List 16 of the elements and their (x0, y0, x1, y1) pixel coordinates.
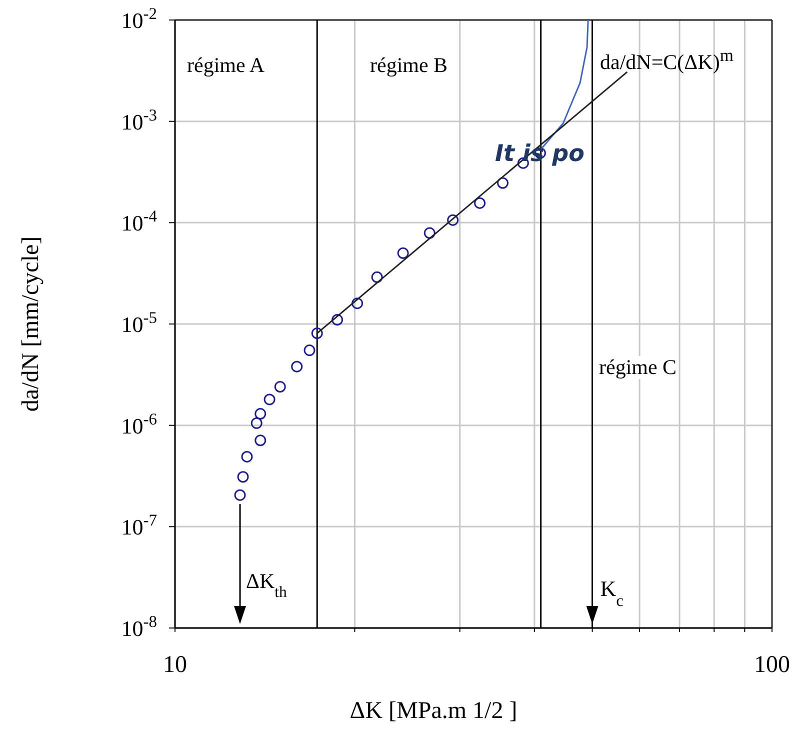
annotation: régime A (187, 53, 265, 78)
y-tick-label: 10$^{-5}$ (121, 308, 157, 337)
y-tick-label: 10$^{-6}$ (121, 408, 157, 438)
x-axis-title: ΔK [MPa.m 1/2 ] (350, 698, 518, 724)
ref-line-label: K$_{c}$ (600, 576, 624, 610)
x-tick-label: 10 (163, 652, 187, 678)
annotation: régime B (370, 53, 448, 78)
annotation: ΔK$_{th}$ (246, 569, 288, 600)
y-axis-title: da/dN [mm/cycle] (18, 236, 44, 412)
y-tick-label: 10$^{-7}$ (121, 510, 157, 540)
y-tick-label: 10$^{-3}$ (121, 104, 157, 134)
x-tick-label: 100 (754, 652, 790, 678)
y-tick-label: 10$^{-4}$ (121, 206, 157, 236)
y-tick-label: 10$^{-8}$ (121, 612, 157, 641)
annotation: régime C (599, 355, 677, 380)
annotation: da/dN=C(ΔK)$^{m}$ (600, 45, 734, 74)
